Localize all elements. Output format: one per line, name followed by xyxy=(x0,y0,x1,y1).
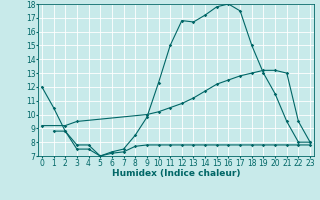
X-axis label: Humidex (Indice chaleur): Humidex (Indice chaleur) xyxy=(112,169,240,178)
